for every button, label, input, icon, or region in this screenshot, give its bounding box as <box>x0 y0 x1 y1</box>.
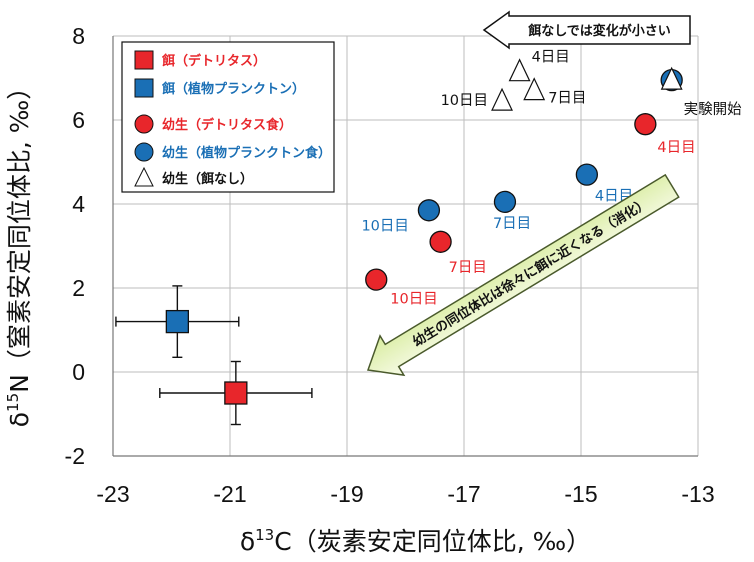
legend-label: 幼生（植物プランクトン食） <box>162 145 331 161</box>
x-tick-label: -13 <box>681 481 714 507</box>
annotations: 幼生の同位体比は徐々に餌に近くなる（消化） 実験開始 餌なしでは変化が小さい <box>366 10 742 377</box>
x-tick-label: -21 <box>213 481 246 507</box>
legend-label: 餌（植物プランクトン） <box>161 81 305 97</box>
point-label: 7日目 <box>449 260 487 276</box>
digestion-arrow: 幼生の同位体比は徐々に餌に近くなる（消化） <box>366 173 680 377</box>
data-point-triangle <box>660 66 683 90</box>
point-label: 4日目 <box>532 50 570 66</box>
x-tick-label: -15 <box>564 481 597 507</box>
data-point-triangle <box>523 77 546 101</box>
point-label: 10日目 <box>441 93 488 109</box>
y-tick-label: 6 <box>72 107 85 133</box>
data-point-circle <box>575 163 598 186</box>
y-tick-label: -2 <box>65 443 85 469</box>
no-food-note: 餌なしでは変化が小さい <box>527 23 671 39</box>
legend-swatch <box>134 114 154 134</box>
y-tick-label: 4 <box>72 191 85 217</box>
data-point-circle <box>493 190 517 214</box>
data-point-square <box>165 309 190 334</box>
point-label: 7日目 <box>493 216 531 232</box>
data-point-triangle <box>491 87 513 111</box>
x-tick-label: -19 <box>330 481 363 507</box>
point-label: 7日目 <box>548 91 586 107</box>
axes: -23 -21 -19 -17 -15 -13 -2 0 2 4 6 8 δ13C（炭素安定同位体比, … <box>4 23 715 556</box>
x-axis-title: δ13C（炭素安定同位体比, ‰） <box>240 526 591 556</box>
x-tick-label: -23 <box>96 481 129 507</box>
data-point-circle <box>634 113 657 136</box>
data-point-triangle <box>508 58 531 82</box>
data-point-circle <box>365 268 388 291</box>
legend: 餌（デトリタス） 餌（植物プランクトン） 幼生（デトリタス食） 幼生（植物プランクトン… <box>121 41 335 193</box>
y-axis-title: δ15N（窒素安定同位体比, ‰） <box>4 75 34 428</box>
legend-swatch <box>134 142 154 162</box>
data-point-circle <box>429 230 452 253</box>
no-food-arrow-shape <box>482 10 691 50</box>
y-tick-label: 0 <box>72 359 85 385</box>
data-point-square <box>224 381 248 405</box>
legend-label: 幼生（餌なし） <box>162 171 253 187</box>
y-tick-label: 2 <box>72 275 85 301</box>
legend-box <box>121 41 335 193</box>
legend-label: 餌（デトリタス） <box>161 53 266 69</box>
legend-swatch <box>134 78 154 98</box>
legend-swatch <box>134 50 154 70</box>
no-food-callout: 餌なしでは変化が小さい <box>482 10 691 50</box>
x-tick-label: -17 <box>447 481 480 507</box>
legend-label: 幼生（デトリタス食） <box>162 117 292 133</box>
digestion-arrow-shape <box>366 173 680 377</box>
data-point-circle <box>417 199 441 222</box>
point-label: 10日目 <box>361 218 408 234</box>
legend-swatch <box>134 166 154 187</box>
point-label: 10日目 <box>390 292 437 308</box>
start-label: 実験開始 <box>684 101 742 118</box>
y-tick-label: 8 <box>72 23 85 49</box>
point-label: 4日目 <box>657 140 695 156</box>
